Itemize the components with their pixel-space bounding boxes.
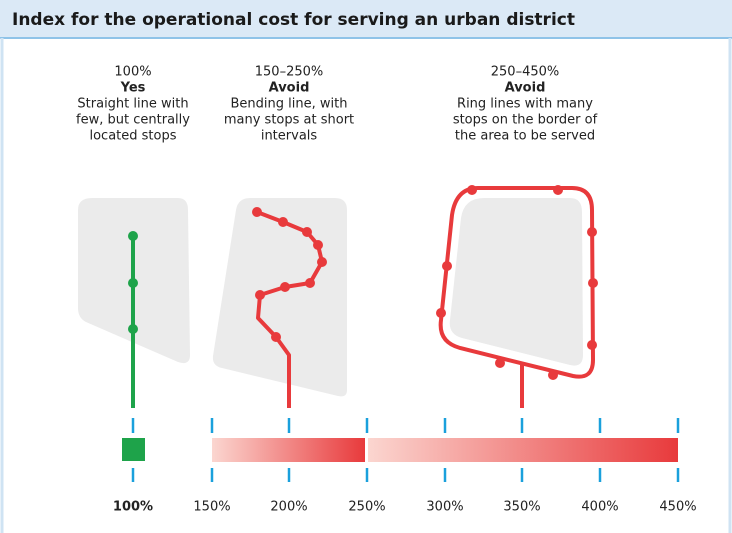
description: located stops (89, 129, 176, 144)
range-bar (212, 438, 365, 462)
description: stops on the border of (453, 113, 598, 128)
area (212, 198, 347, 397)
verdict: Yes (120, 81, 146, 96)
range: 150–250% (255, 65, 323, 80)
stops (128, 231, 138, 334)
title: Index for the operational cost for servi… (12, 10, 575, 30)
scale-label: 300% (426, 500, 463, 515)
scale-label: 100% (113, 500, 153, 515)
scale-label: 400% (581, 500, 618, 515)
area (449, 198, 583, 366)
scale-label: 350% (503, 500, 540, 515)
description: Ring lines with many (457, 97, 593, 112)
description: the area to be served (455, 129, 595, 144)
scale-label: 200% (270, 500, 307, 515)
scale-label: 150% (193, 500, 230, 515)
description: Bending line, with (231, 97, 348, 112)
stops (436, 185, 598, 380)
description: intervals (261, 129, 318, 144)
scale-label: 250% (348, 500, 385, 515)
verdict: Avoid (505, 81, 546, 96)
verdict: Avoid (269, 81, 310, 96)
marker (122, 438, 145, 461)
title-bar (0, 0, 732, 38)
description: Straight line with (77, 97, 188, 112)
range-bar (368, 438, 678, 462)
stops (252, 207, 327, 342)
range: 250–450% (491, 65, 559, 80)
description: many stops at short (224, 113, 354, 128)
scale-label: 450% (659, 500, 696, 515)
description: few, but centrally (76, 113, 190, 128)
range: 100% (114, 65, 151, 80)
